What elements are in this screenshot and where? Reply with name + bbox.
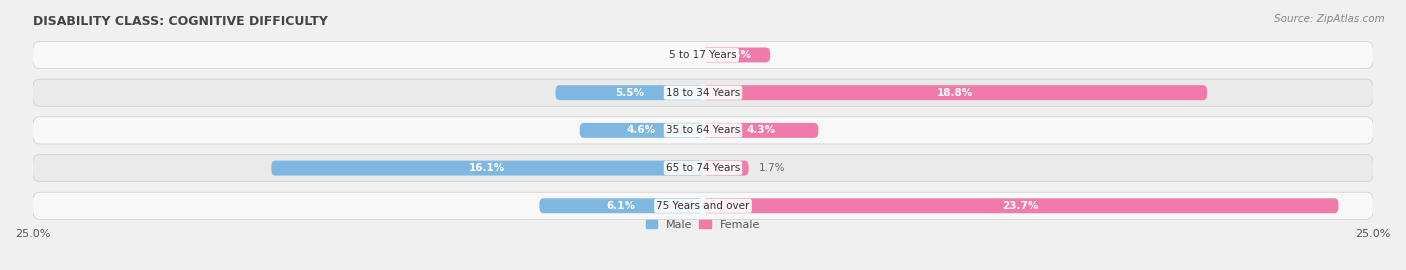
FancyBboxPatch shape — [32, 79, 1374, 106]
FancyBboxPatch shape — [32, 117, 1374, 144]
FancyBboxPatch shape — [32, 154, 1374, 182]
FancyBboxPatch shape — [703, 85, 1208, 100]
FancyBboxPatch shape — [271, 161, 703, 176]
Text: 65 to 74 Years: 65 to 74 Years — [666, 163, 740, 173]
FancyBboxPatch shape — [579, 123, 703, 138]
FancyBboxPatch shape — [703, 161, 748, 176]
FancyBboxPatch shape — [32, 41, 1374, 69]
Legend: Male, Female: Male, Female — [641, 215, 765, 234]
Text: 23.7%: 23.7% — [1002, 201, 1039, 211]
FancyBboxPatch shape — [703, 198, 1339, 213]
FancyBboxPatch shape — [703, 123, 818, 138]
FancyBboxPatch shape — [555, 85, 703, 100]
Text: 0.0%: 0.0% — [666, 50, 692, 60]
Text: 5.5%: 5.5% — [614, 88, 644, 98]
FancyBboxPatch shape — [703, 48, 770, 62]
Text: 1.7%: 1.7% — [759, 163, 786, 173]
Text: Source: ZipAtlas.com: Source: ZipAtlas.com — [1274, 14, 1385, 23]
Text: 18.8%: 18.8% — [936, 88, 973, 98]
Text: 4.3%: 4.3% — [747, 125, 775, 135]
Text: 16.1%: 16.1% — [470, 163, 505, 173]
Text: DISABILITY CLASS: COGNITIVE DIFFICULTY: DISABILITY CLASS: COGNITIVE DIFFICULTY — [32, 15, 328, 28]
Text: 18 to 34 Years: 18 to 34 Years — [666, 88, 740, 98]
Text: 2.5%: 2.5% — [723, 50, 751, 60]
Text: 6.1%: 6.1% — [607, 201, 636, 211]
Text: 75 Years and over: 75 Years and over — [657, 201, 749, 211]
Text: 5 to 17 Years: 5 to 17 Years — [669, 50, 737, 60]
Text: 35 to 64 Years: 35 to 64 Years — [666, 125, 740, 135]
FancyBboxPatch shape — [32, 192, 1374, 219]
Text: 4.6%: 4.6% — [627, 125, 655, 135]
FancyBboxPatch shape — [540, 198, 703, 213]
